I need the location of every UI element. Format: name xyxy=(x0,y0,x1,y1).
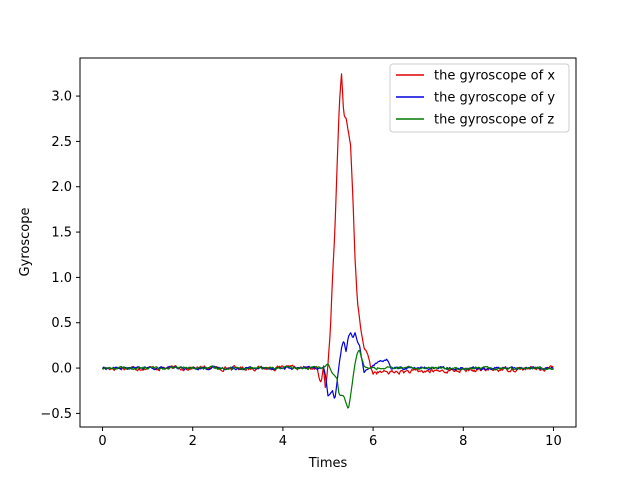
plot-frame xyxy=(79,57,577,428)
x-tick-label: 10 xyxy=(545,434,562,449)
x-tick-label: 4 xyxy=(279,434,287,449)
legend-label: the gyroscope of x xyxy=(434,69,555,84)
legend-box xyxy=(389,63,570,133)
y-tick-label: 1.0 xyxy=(51,271,72,286)
x-tick-label: 0 xyxy=(98,434,106,449)
series-layer xyxy=(102,73,554,409)
x-axis-label: Times xyxy=(308,456,348,471)
y-tick-label: 3.0 xyxy=(51,90,72,105)
y-axis: −0.5 0.0 0.5 1.0 1.5 2.0 2.5 3.0 xyxy=(40,90,80,422)
y-tick-label: 0.5 xyxy=(51,316,72,331)
y-tick-label: 2.5 xyxy=(51,135,72,150)
x-tick-label: 8 xyxy=(459,434,467,449)
legend-label: the gyroscope of z xyxy=(434,113,554,128)
legend: the gyroscope of x the gyroscope of y the … xyxy=(389,63,570,133)
x-axis: 0 2 4 6 8 10 xyxy=(98,427,562,449)
series-line xyxy=(102,349,554,409)
y-tick-label: 0.0 xyxy=(51,362,72,377)
x-tick-label: 6 xyxy=(369,434,377,449)
y-tick-label: 1.5 xyxy=(51,226,72,241)
x-tick-label: 2 xyxy=(189,434,197,449)
y-axis-label: Gyroscope xyxy=(18,208,33,277)
y-tick-label: −0.5 xyxy=(40,407,72,422)
legend-label: the gyroscope of y xyxy=(434,91,555,106)
y-tick-label: 2.0 xyxy=(51,180,72,195)
